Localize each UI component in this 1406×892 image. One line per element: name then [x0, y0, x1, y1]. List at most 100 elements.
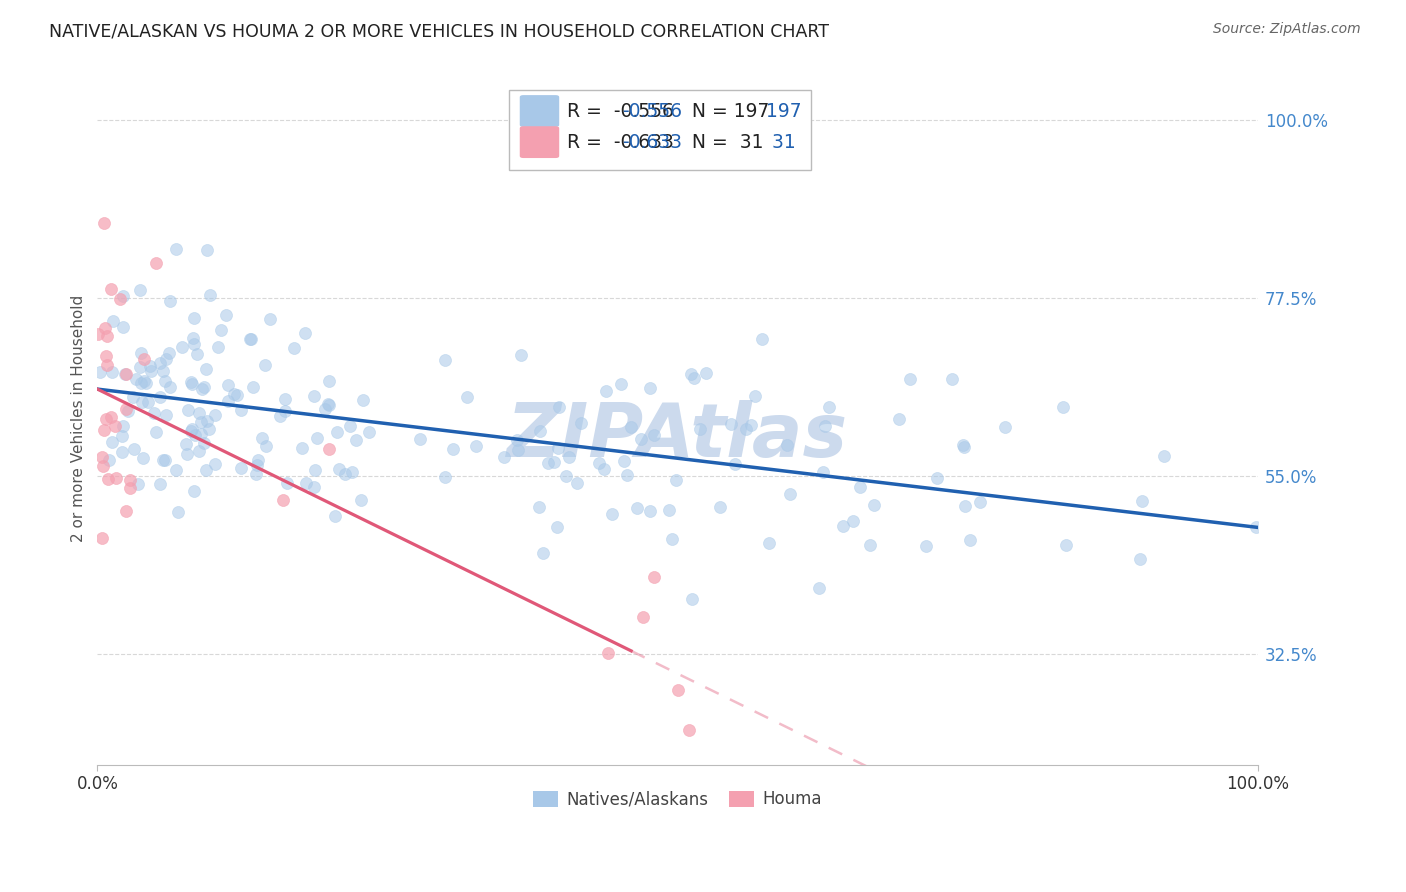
Point	[626, 501, 648, 516]
Point	[180, 422, 202, 436]
Point	[709, 500, 731, 514]
Point	[184, 427, 207, 442]
Point	[117, 403, 139, 417]
Point	[547, 441, 569, 455]
Point	[245, 467, 267, 481]
Point	[695, 366, 717, 380]
Point	[157, 345, 180, 359]
Point	[191, 382, 214, 396]
Point	[751, 332, 773, 346]
Point	[131, 395, 153, 409]
Point	[859, 537, 882, 551]
Point	[593, 462, 616, 476]
Point	[610, 377, 633, 392]
Point	[94, 412, 117, 426]
Point	[941, 372, 963, 386]
Point	[658, 503, 681, 517]
Point	[408, 432, 430, 446]
Point	[953, 499, 976, 513]
Point	[217, 378, 239, 392]
Point	[359, 425, 381, 440]
Text: NATIVE/ALASKAN VS HOUMA 2 OR MORE VEHICLES IN HOUSEHOLD CORRELATION CHART: NATIVE/ALASKAN VS HOUMA 2 OR MORE VEHICL…	[49, 22, 830, 40]
Point	[776, 437, 799, 451]
Point	[96, 328, 118, 343]
Point	[200, 288, 222, 302]
Point	[100, 410, 122, 425]
Point	[226, 388, 249, 402]
Point	[94, 349, 117, 363]
Point	[1054, 538, 1077, 552]
Point	[350, 493, 373, 508]
Point	[723, 457, 745, 471]
Point	[259, 311, 281, 326]
Point	[229, 460, 252, 475]
Point	[188, 444, 211, 458]
Point	[291, 442, 314, 456]
Point	[204, 408, 226, 422]
Point	[661, 532, 683, 546]
Point	[127, 477, 149, 491]
Point	[600, 507, 623, 521]
FancyBboxPatch shape	[509, 90, 811, 169]
Point	[323, 508, 346, 523]
Point	[209, 323, 232, 337]
Point	[250, 431, 273, 445]
Point	[543, 455, 565, 469]
Point	[217, 393, 239, 408]
Y-axis label: 2 or more Vehicles in Household: 2 or more Vehicles in Household	[72, 295, 86, 542]
Point	[831, 519, 853, 533]
Text: ZIPAtlas: ZIPAtlas	[508, 400, 848, 473]
Point	[344, 433, 367, 447]
Point	[494, 450, 516, 464]
Point	[269, 409, 291, 423]
Point	[638, 381, 661, 395]
Point	[188, 406, 211, 420]
Point	[557, 450, 579, 464]
Point	[183, 336, 205, 351]
Point	[93, 423, 115, 437]
Point	[273, 392, 295, 406]
Point	[149, 356, 172, 370]
Point	[546, 519, 568, 533]
Point	[509, 348, 531, 362]
Point	[204, 458, 226, 472]
Point	[129, 376, 152, 390]
Point	[195, 243, 218, 257]
Point	[134, 374, 156, 388]
Point	[720, 417, 742, 431]
Point	[616, 467, 638, 482]
Point	[464, 439, 486, 453]
Point	[529, 424, 551, 438]
Point	[889, 411, 911, 425]
Point	[136, 394, 159, 409]
Point	[1052, 400, 1074, 414]
Text: Source: ZipAtlas.com: Source: ZipAtlas.com	[1213, 22, 1361, 37]
Point	[569, 416, 592, 430]
Point	[153, 375, 176, 389]
Point	[316, 397, 339, 411]
Point	[333, 467, 356, 481]
Point	[122, 390, 145, 404]
Point	[678, 723, 700, 737]
Text: -0.556: -0.556	[623, 102, 682, 120]
Point	[207, 340, 229, 354]
Point	[314, 402, 336, 417]
Point	[177, 403, 200, 417]
Point	[222, 386, 245, 401]
Point	[128, 359, 150, 374]
Point	[340, 465, 363, 479]
Point	[149, 390, 172, 404]
Point	[318, 398, 340, 412]
Point	[814, 418, 837, 433]
Point	[115, 401, 138, 416]
Point	[620, 420, 643, 434]
Point	[152, 363, 174, 377]
Point	[195, 463, 218, 477]
Point	[91, 450, 114, 464]
Point	[898, 372, 921, 386]
Point	[159, 379, 181, 393]
Point	[305, 431, 328, 445]
Point	[104, 471, 127, 485]
Point	[294, 326, 316, 341]
Point	[527, 500, 550, 515]
